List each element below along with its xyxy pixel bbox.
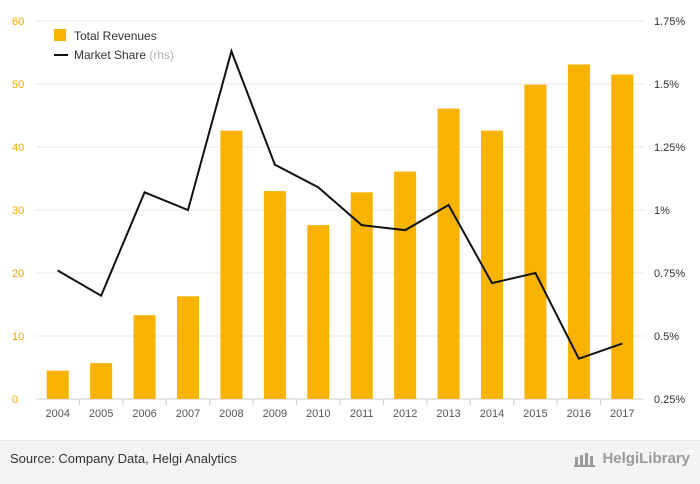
source-text: Source: Company Data, Helgi Analytics [10, 451, 237, 466]
x-axis-tick-label: 2007 [176, 408, 200, 420]
left-axis-tick-label: 50 [12, 79, 24, 91]
bar [524, 84, 547, 399]
right-axis-tick-label: 1.25% [654, 142, 685, 154]
x-axis-tick-label: 2012 [393, 408, 417, 420]
right-axis-tick-label: 1.75% [654, 16, 685, 28]
bar [46, 370, 69, 399]
bar-series [46, 64, 634, 400]
legend-label-market-share-suffix: (rhs) [149, 48, 174, 62]
bar [263, 191, 286, 399]
library-building-icon [574, 452, 596, 467]
bar [133, 315, 156, 399]
footer: Source: Company Data, Helgi Analytics He… [0, 440, 700, 484]
bar [90, 363, 113, 399]
x-axis-tick-label: 2013 [436, 408, 460, 420]
x-axis-tick-label: 2006 [132, 408, 156, 420]
bar [177, 296, 199, 399]
right-axis-tick-label: 1% [654, 205, 670, 217]
right-axis-tick-label: 0.25% [654, 394, 685, 406]
left-axis-ticks: 0 10 20 30 40 50 60 [12, 16, 24, 406]
left-axis-tick-label: 10 [12, 331, 24, 343]
bar [481, 130, 503, 399]
legend-swatch-total-revenues [54, 29, 66, 41]
x-axis-tick-label: 2009 [263, 408, 287, 420]
brand-name: HelgiLibrary [602, 450, 690, 467]
legend-label-market-share: Market Share (rhs) [74, 48, 174, 62]
bar [307, 225, 330, 399]
x-axis-tick-label: 2016 [567, 408, 591, 420]
left-axis-tick-label: 30 [12, 205, 24, 217]
bar [220, 130, 243, 399]
left-axis-tick-label: 0 [12, 394, 18, 406]
legend-label-total-revenues: Total Revenues [74, 29, 157, 43]
combo-chart: 0 10 20 30 40 50 60 0.25% 0.5% 0.75% 1% 1.25% 1.5% 1… [12, 16, 685, 420]
bar [567, 64, 590, 399]
left-axis-tick-label: 20 [12, 268, 24, 280]
line-series [57, 48, 623, 360]
x-axis-tick-label: 2015 [523, 408, 547, 420]
x-axis-tick-label: 2010 [306, 408, 330, 420]
right-axis-tick-label: 0.5% [654, 331, 679, 343]
legend-label-market-share-name: Market Share [74, 48, 146, 62]
x-axis-tick-label: 2008 [219, 408, 243, 420]
x-axis-tick-label: 2004 [45, 408, 69, 420]
brand-logo: HelgiLibrary [574, 450, 690, 467]
gridlines [36, 20, 644, 400]
bar [611, 74, 634, 400]
x-axis-ticks: 2004 2005 2006 2007 2008 2009 2010 2011 2012 2013… [45, 399, 635, 420]
x-axis-tick-label: 2017 [610, 408, 634, 420]
legend: Total Revenues Market Share (rhs) [54, 29, 174, 62]
left-axis-tick-label: 60 [12, 16, 24, 28]
bar [437, 108, 460, 399]
bar [350, 192, 373, 399]
right-axis-tick-label: 1.5% [654, 79, 679, 91]
x-axis-tick-label: 2005 [89, 408, 113, 420]
x-axis-tick-label: 2011 [350, 408, 374, 420]
left-axis-tick-label: 40 [12, 142, 24, 154]
market-share-line [57, 48, 623, 360]
right-axis-tick-label: 0.75% [654, 268, 685, 280]
x-axis-tick-label: 2014 [480, 408, 504, 420]
bar [394, 171, 417, 399]
right-axis-ticks: 0.25% 0.5% 0.75% 1% 1.25% 1.5% 1.75% [654, 16, 685, 406]
